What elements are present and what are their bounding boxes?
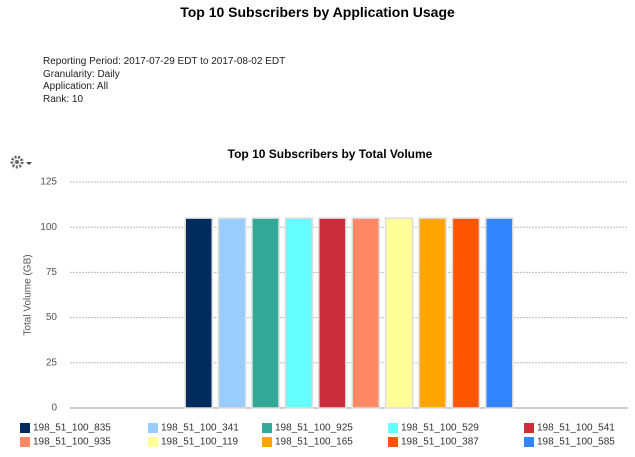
report-details: Reporting Period: 2017-07-29 EDT to 2017… xyxy=(43,56,285,106)
detail-line: Granularity: Daily xyxy=(43,68,120,80)
legend-label: 198_51_100_529 xyxy=(401,423,479,434)
y-tick-label: 50 xyxy=(46,312,58,323)
legend-label: 198_51_100_541 xyxy=(537,423,615,434)
legend-swatch xyxy=(148,437,158,447)
report-title: Top 10 Subscribers by Application Usage xyxy=(180,4,455,20)
bar xyxy=(217,217,247,409)
legend-label: 198_51_100_341 xyxy=(161,423,239,434)
legend-swatch xyxy=(20,423,30,433)
y-tick-label: 75 xyxy=(46,267,58,278)
legend-label: 198_51_100_585 xyxy=(537,437,615,448)
bar xyxy=(485,217,514,409)
legend-swatch xyxy=(262,423,272,433)
y-tick-label: 100 xyxy=(40,222,57,233)
bar xyxy=(351,217,380,409)
bar xyxy=(251,217,280,409)
legend-label: 198_51_100_119 xyxy=(161,437,239,448)
legend-swatch xyxy=(20,437,30,447)
bar xyxy=(284,217,314,409)
detail-line: Application: All xyxy=(43,81,109,92)
y-tick-label: 125 xyxy=(40,177,57,188)
legend-swatch xyxy=(388,423,398,433)
y-axis-label: Total Volume (GB) xyxy=(23,254,34,335)
dropdown-arrow xyxy=(26,162,32,165)
legend-label: 198_51_100_165 xyxy=(275,437,353,448)
bar xyxy=(184,217,213,409)
legend-swatch xyxy=(524,437,534,447)
detail-line: Reporting Period: 2017-07-29 EDT to 2017… xyxy=(43,56,286,67)
bar xyxy=(418,217,447,409)
bar xyxy=(384,217,414,409)
legend-label: 198_51_100_935 xyxy=(33,437,111,448)
bar xyxy=(318,217,347,409)
y-tick-label: 0 xyxy=(51,403,57,414)
gear-icon xyxy=(10,155,24,169)
legend-swatch xyxy=(262,437,272,447)
legend-label: 198_51_100_835 xyxy=(33,423,111,434)
legend-swatch xyxy=(388,437,398,447)
y-tick-label: 25 xyxy=(46,357,58,368)
chart-title: Top 10 Subscribers by Total Volume xyxy=(228,147,433,161)
detail-line: Rank: 10 xyxy=(43,93,84,105)
legend-label: 198_51_100_387 xyxy=(401,437,479,448)
settings-button[interactable] xyxy=(10,155,32,169)
legend-label: 198_51_100_925 xyxy=(275,423,353,434)
bar xyxy=(451,217,481,409)
gear-center xyxy=(15,160,19,164)
legend-swatch xyxy=(148,423,158,433)
legend-swatch xyxy=(524,423,534,433)
